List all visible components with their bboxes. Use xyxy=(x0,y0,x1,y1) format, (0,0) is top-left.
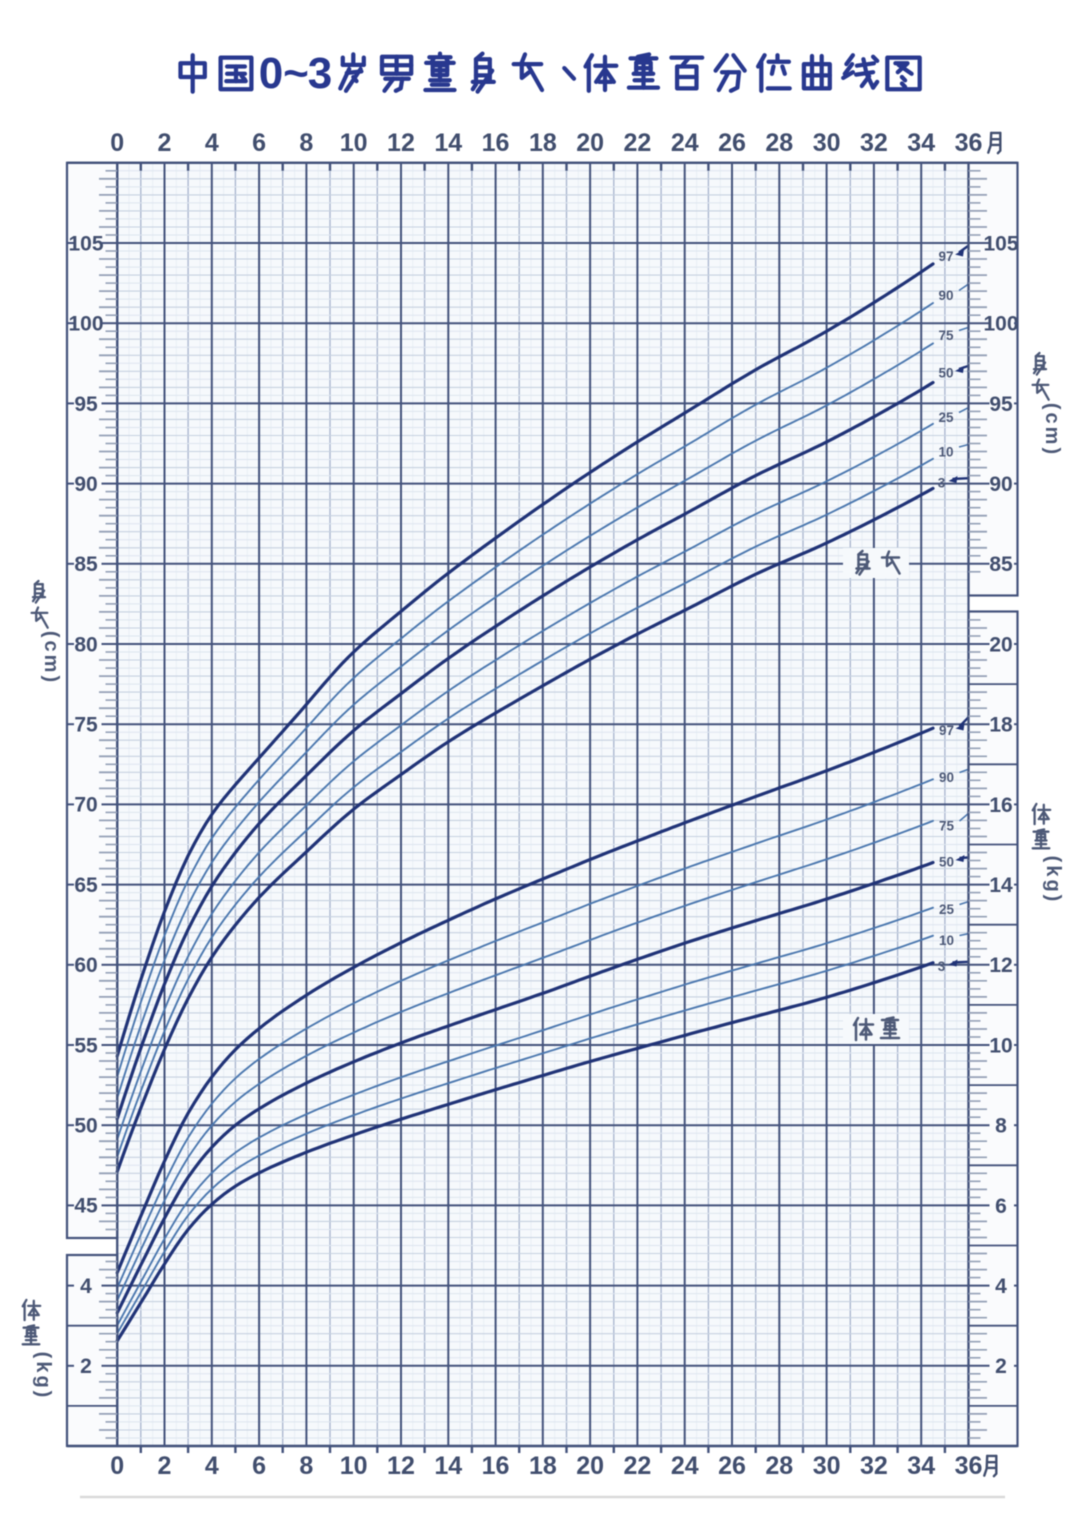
svg-text:8: 8 xyxy=(995,1115,1007,1138)
svg-text:60: 60 xyxy=(74,954,97,977)
svg-text:50: 50 xyxy=(74,1115,97,1138)
svg-text:24: 24 xyxy=(671,129,699,157)
svg-text:70: 70 xyxy=(74,794,97,817)
svg-text:30: 30 xyxy=(813,129,841,157)
svg-text:0: 0 xyxy=(110,1452,124,1480)
svg-text:18: 18 xyxy=(529,129,557,157)
svg-text:26: 26 xyxy=(718,1452,746,1480)
svg-text:4: 4 xyxy=(80,1275,92,1298)
svg-text:3: 3 xyxy=(308,49,332,98)
svg-text:12: 12 xyxy=(387,1452,415,1480)
svg-text:0: 0 xyxy=(259,49,283,98)
svg-text:55: 55 xyxy=(74,1034,98,1057)
svg-text:36: 36 xyxy=(955,1452,983,1480)
svg-text:75: 75 xyxy=(74,714,98,737)
svg-text:2: 2 xyxy=(80,1355,92,1378)
svg-text:6: 6 xyxy=(995,1195,1007,1218)
svg-text:16: 16 xyxy=(482,129,510,157)
svg-text:16: 16 xyxy=(482,1452,510,1480)
svg-text:2: 2 xyxy=(995,1355,1007,1378)
svg-text:34: 34 xyxy=(907,129,935,157)
svg-text:22: 22 xyxy=(624,129,652,157)
svg-text:80: 80 xyxy=(74,633,97,656)
svg-text:36: 36 xyxy=(955,129,983,157)
svg-text:20: 20 xyxy=(576,129,604,157)
svg-text:8: 8 xyxy=(299,1452,313,1480)
svg-text:16: 16 xyxy=(989,794,1012,817)
svg-text:75: 75 xyxy=(939,819,955,834)
svg-text:45: 45 xyxy=(74,1195,98,1218)
svg-text:0: 0 xyxy=(110,129,124,157)
svg-text:10: 10 xyxy=(938,445,953,460)
svg-text:24: 24 xyxy=(671,1452,699,1480)
svg-text:100: 100 xyxy=(68,313,103,336)
svg-text:2: 2 xyxy=(158,129,172,157)
svg-text:12: 12 xyxy=(387,129,415,157)
svg-text:95: 95 xyxy=(989,393,1013,416)
svg-text:18: 18 xyxy=(989,714,1013,737)
svg-text:26: 26 xyxy=(718,129,746,157)
svg-text:25: 25 xyxy=(938,410,954,425)
svg-text:2: 2 xyxy=(158,1452,172,1480)
svg-text:34: 34 xyxy=(907,1452,935,1480)
svg-text:90: 90 xyxy=(938,288,953,303)
svg-text:85: 85 xyxy=(74,553,98,576)
svg-text:12: 12 xyxy=(989,954,1012,977)
svg-text:4: 4 xyxy=(205,129,219,157)
svg-text:25: 25 xyxy=(939,902,955,917)
svg-text:20: 20 xyxy=(576,1452,604,1480)
svg-text:32: 32 xyxy=(860,1452,888,1480)
svg-text:3: 3 xyxy=(938,476,946,491)
svg-text:30: 30 xyxy=(813,1452,841,1480)
svg-text:90: 90 xyxy=(989,473,1012,496)
svg-text:105: 105 xyxy=(68,232,103,255)
svg-text:75: 75 xyxy=(938,328,954,343)
svg-text:100: 100 xyxy=(983,313,1018,336)
svg-text:3: 3 xyxy=(938,959,946,974)
svg-text:90: 90 xyxy=(939,770,954,785)
svg-text:10: 10 xyxy=(340,129,368,157)
svg-text:6: 6 xyxy=(252,1452,266,1480)
svg-text:97: 97 xyxy=(938,249,953,264)
svg-text:10: 10 xyxy=(340,1452,368,1480)
svg-text:65: 65 xyxy=(74,874,98,897)
svg-text:8: 8 xyxy=(299,129,313,157)
svg-text:22: 22 xyxy=(624,1452,652,1480)
svg-text:(kg): (kg) xyxy=(1042,856,1064,905)
svg-text:97: 97 xyxy=(939,723,954,738)
svg-text:4: 4 xyxy=(205,1452,219,1480)
svg-text:(cm): (cm) xyxy=(1041,403,1063,457)
svg-text:~: ~ xyxy=(283,49,309,98)
svg-text:4: 4 xyxy=(995,1275,1007,1298)
svg-text:28: 28 xyxy=(765,1452,793,1480)
svg-text:14: 14 xyxy=(434,129,462,157)
svg-text:85: 85 xyxy=(989,553,1013,576)
svg-text:10: 10 xyxy=(989,1034,1012,1057)
svg-text:95: 95 xyxy=(74,393,98,416)
svg-text:90: 90 xyxy=(74,473,97,496)
svg-text:(cm): (cm) xyxy=(40,631,62,685)
svg-text:32: 32 xyxy=(860,129,888,157)
svg-text:6: 6 xyxy=(252,129,266,157)
svg-text:14: 14 xyxy=(434,1452,462,1480)
svg-text:20: 20 xyxy=(989,633,1012,656)
svg-text:50: 50 xyxy=(939,855,954,870)
svg-text:10: 10 xyxy=(939,933,954,948)
svg-text:105: 105 xyxy=(983,232,1018,255)
svg-text:(kg): (kg) xyxy=(32,1352,54,1401)
svg-text:18: 18 xyxy=(529,1452,557,1480)
svg-text:50: 50 xyxy=(938,366,953,381)
svg-text:28: 28 xyxy=(765,129,793,157)
svg-text:14: 14 xyxy=(989,874,1013,897)
